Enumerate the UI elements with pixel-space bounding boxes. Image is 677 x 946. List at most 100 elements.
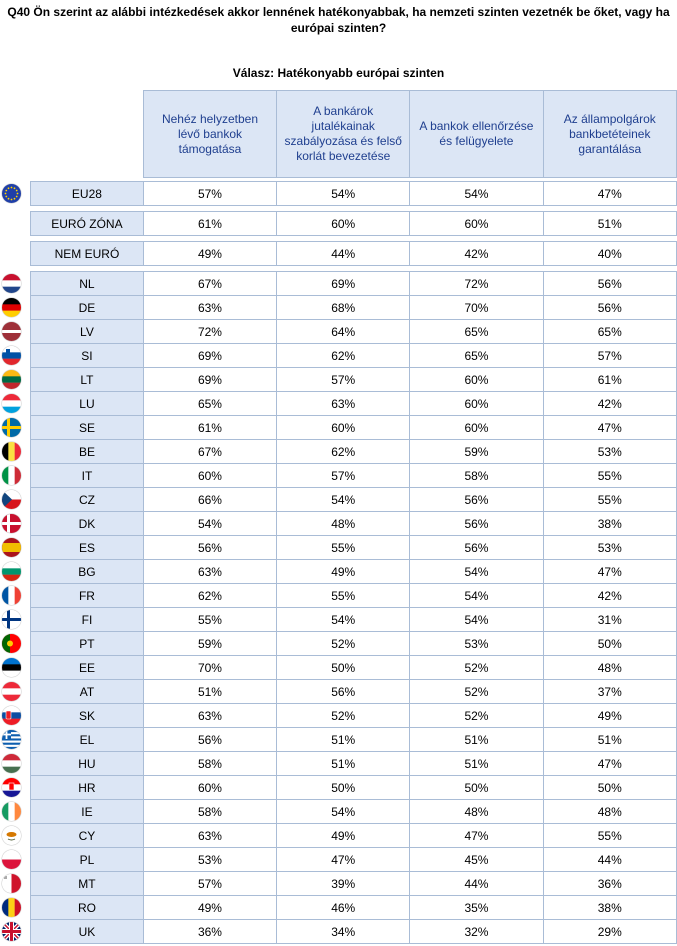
value-cell: 60% [409,391,544,416]
country-row: PL 53% 47% 45% 44% [30,847,677,872]
answer-subtitle: Válasz: Hatékonyabb európai szinten [232,66,445,80]
cyprus-flag-icon [2,826,21,845]
value-cell: 55% [276,583,411,608]
country-row: BE 67% 62% 59% 53% [30,439,677,464]
value-cell: 51% [142,679,278,704]
country-row: FR 62% 55% 54% 42% [30,583,677,608]
country-row: BG 63% 49% 54% 47% [30,559,677,584]
row-label: IT [30,463,144,488]
value-cell: 54% [276,799,411,824]
value-cell: 47% [276,847,411,872]
uk-flag-icon [2,922,21,941]
spain-flag-icon [2,538,21,557]
value-cell: 56% [409,535,544,560]
ireland-flag-icon [2,802,21,821]
value-cell: 57% [142,871,278,896]
value-cell: 63% [276,391,411,416]
hungary-flag-icon [2,754,21,773]
country-row: HR 60% 50% 50% 50% [30,775,677,800]
austria-flag-icon [2,682,21,701]
value-cell: 54% [276,487,411,512]
value-cell: 60% [142,775,278,800]
country-row: CY 63% 49% 47% 55% [30,823,677,848]
value-cell: 60% [409,367,544,392]
value-cell: 51% [542,211,677,236]
value-cell: 57% [542,343,677,368]
value-cell: 52% [276,631,411,656]
row-label: IE [30,799,144,824]
country-row: PT 59% 52% 53% 50% [30,631,677,656]
country-row: AT 51% 56% 52% 37% [30,679,677,704]
aggregate-row: EU28 57% 54% 54% 47% [30,181,677,206]
value-cell: 56% [409,511,544,536]
value-cell: 70% [409,295,544,320]
column-header-4-label: Az állampolgárok bankbetéteinek garantál… [563,111,656,156]
value-cell: 29% [542,919,677,944]
value-cell: 35% [409,895,544,920]
value-cell: 51% [276,751,411,776]
value-cell: 60% [276,211,411,236]
value-cell: 54% [409,583,544,608]
value-cell: 42% [542,583,677,608]
value-cell: 52% [409,655,544,680]
value-cell: 32% [409,919,544,944]
results-table: Nehéz helyzetben lévő bankok támogatása … [30,90,677,944]
value-cell: 63% [142,703,278,728]
row-label: NL [30,271,144,296]
row-label: EE [30,655,144,680]
row-label: CY [30,823,144,848]
value-cell: 55% [542,487,677,512]
croatia-flag-icon [2,778,21,797]
value-cell: 56% [142,535,278,560]
value-cell: 34% [276,919,411,944]
value-cell: 62% [276,343,411,368]
value-cell: 62% [142,583,278,608]
row-label: HR [30,775,144,800]
value-cell: 68% [276,295,411,320]
value-cell: 36% [142,919,278,944]
row-label: BE [30,439,144,464]
value-cell: 62% [276,439,411,464]
country-row: IE 58% 54% 48% 48% [30,799,677,824]
value-cell: 65% [142,391,278,416]
row-label: NEM EURÓ [30,241,144,266]
value-cell: 38% [542,511,677,536]
luxembourg-flag-icon [2,394,21,413]
row-label: ES [30,535,144,560]
row-label: LT [30,367,144,392]
value-cell: 60% [409,415,544,440]
value-cell: 69% [142,367,278,392]
row-label: CZ [30,487,144,512]
value-cell: 52% [409,679,544,704]
row-label: DE [30,295,144,320]
row-label: MT [30,871,144,896]
country-row: LV 72% 64% 65% 65% [30,319,677,344]
value-cell: 50% [542,631,677,656]
value-cell: 63% [142,559,278,584]
slovenia-flag-icon [2,346,21,365]
value-cell: 50% [276,655,411,680]
sweden-flag-icon [2,418,21,437]
value-cell: 42% [409,241,544,266]
value-cell: 52% [409,703,544,728]
country-row: LU 65% 63% 60% 42% [30,391,677,416]
value-cell: 54% [409,559,544,584]
country-row: DK 54% 48% 56% 38% [30,511,677,536]
finland-flag-icon [2,610,21,629]
greece-flag-icon [2,730,21,749]
value-cell: 63% [142,823,278,848]
malta-flag-icon [2,874,21,893]
country-row: EL 56% 51% 51% 51% [30,727,677,752]
header-row: Nehéz helyzetben lévő bankok támogatása … [31,90,677,178]
value-cell: 56% [276,679,411,704]
value-cell: 54% [276,181,411,206]
country-row: MT 57% 39% 44% 36% [30,871,677,896]
country-row: DE 63% 68% 70% 56% [30,295,677,320]
value-cell: 38% [542,895,677,920]
portugal-flag-icon [2,634,21,653]
column-header-4: Az állampolgárok bankbetéteinek garantál… [542,90,677,178]
value-cell: 55% [276,535,411,560]
value-cell: 51% [409,727,544,752]
value-cell: 49% [142,895,278,920]
column-header-1: Nehéz helyzetben lévő bankok támogatása [142,90,278,178]
